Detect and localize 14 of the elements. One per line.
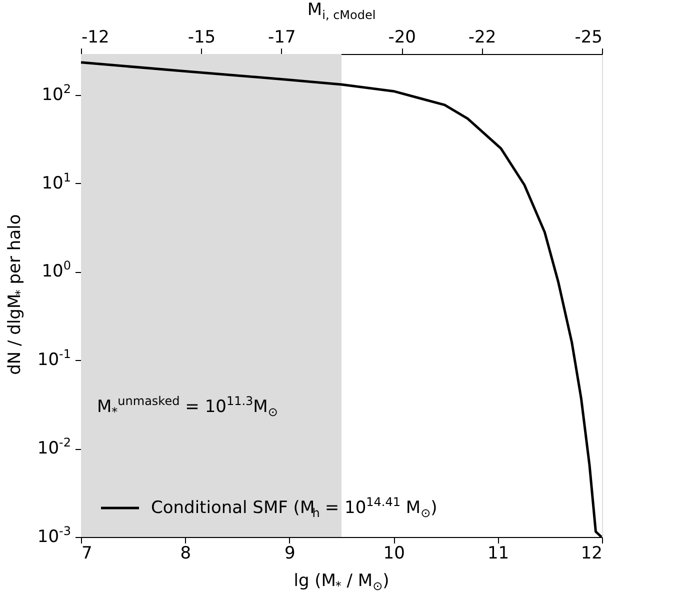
- x2-tick-label: -25: [574, 28, 602, 48]
- x-tick-label: 7: [82, 544, 92, 564]
- x-axis-title: lg (M* / M⊙): [294, 571, 390, 593]
- x2-tick-label: -12: [82, 28, 110, 48]
- x2-tick-label: -22: [468, 28, 496, 48]
- x2-tick-label: -20: [388, 28, 416, 48]
- y-axis-title: dN / dlgM* per halo: [5, 214, 27, 375]
- x-tick-label: 12: [580, 544, 602, 564]
- x2-tick-label: -15: [188, 28, 216, 48]
- x-tick-label: 9: [284, 544, 296, 564]
- x2-tick-label: -17: [268, 28, 296, 48]
- x-tick-label: 8: [180, 544, 192, 564]
- x-tick-label: 11: [487, 544, 510, 564]
- x-tick-label: 10: [383, 544, 405, 564]
